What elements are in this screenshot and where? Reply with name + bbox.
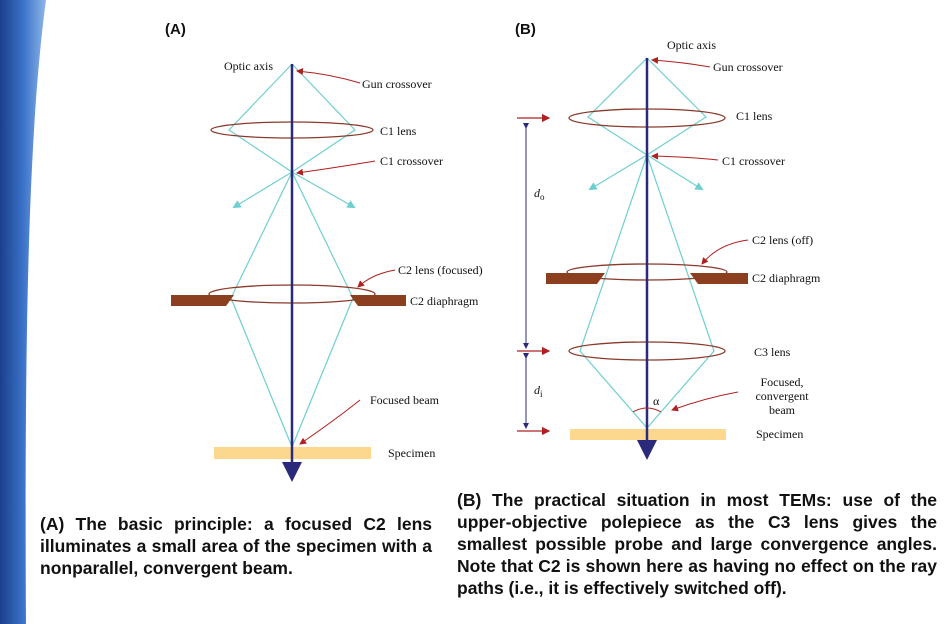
ray-a-diverge-right — [291, 171, 356, 209]
c2-diaphragm-b-left — [546, 273, 605, 284]
c2-diaphragm-b-right — [690, 273, 748, 284]
panel-b-label: (B) — [515, 21, 536, 38]
caption-b: (B) The practical situation in most TEMs… — [457, 490, 937, 598]
c1-crossover-label-a: C1 crossover — [380, 154, 443, 168]
pointer-c1-crossover-b — [651, 152, 719, 161]
beam-label-line3: beam — [769, 403, 796, 417]
optic-axis-label-b: Optic axis — [667, 38, 716, 52]
c2-lens-label-a: C2 lens (focused) — [398, 263, 483, 277]
c1-crossover-label-b: C1 crossover — [722, 154, 785, 168]
c2-diaphragm-label-b: C2 diaphragm — [752, 271, 821, 285]
pointer-convergent-beam-b — [671, 391, 739, 412]
ray-a-diverge-left — [232, 171, 293, 209]
d-i-label: di — [534, 383, 543, 399]
pointer-c1-crossover-a — [296, 160, 376, 176]
ray-a-lower-left — [230, 171, 293, 448]
c2-diaphragm-a-left — [171, 295, 234, 306]
beam-label-line2: convergent — [755, 389, 809, 403]
c3-lens-label-b: C3 lens — [754, 345, 791, 359]
panel-a-label: (A) — [165, 21, 186, 38]
pointer-c2-lens-a — [357, 269, 396, 288]
pointer-c2-lens-b — [701, 239, 749, 265]
c2-diaphragm-a-right — [350, 295, 406, 306]
sidebar-decoration — [0, 0, 46, 624]
beam-label-line1: Focused, — [761, 375, 804, 389]
specimen-label-b: Specimen — [756, 427, 803, 441]
ray-a-lower-right — [291, 171, 354, 448]
diagram-b: Optic axis Gun crossover C1 lens C1 cros… — [517, 38, 821, 460]
ray-b-diverge-right — [646, 154, 704, 191]
ray-b-lower-right — [646, 154, 715, 429]
pointer-gun-crossover-a — [296, 68, 361, 84]
ray-a-upper-left — [228, 63, 293, 173]
gun-crossover-label-b: Gun crossover — [713, 60, 783, 74]
ray-b-upper-right — [646, 57, 707, 156]
specimen-label-a: Specimen — [388, 446, 435, 460]
ray-a-upper-right — [291, 63, 356, 173]
caption-a: (A) The basic principle: a focused C2 le… — [40, 514, 432, 578]
alpha-label: α — [653, 394, 660, 408]
d-o-label: do — [534, 186, 545, 202]
c1-lens-label-b: C1 lens — [736, 109, 773, 123]
alpha-arc — [632, 407, 662, 413]
optic-axis-label-a: Optic axis — [224, 59, 273, 73]
ray-b-upper-left — [587, 57, 648, 156]
pointer-focused-beam-a — [299, 399, 361, 445]
diagram-a: Optic axis Gun crossover C1 lens C1 cros… — [171, 59, 483, 482]
focused-beam-label-a: Focused beam — [370, 393, 440, 407]
gun-crossover-label-a: Gun crossover — [362, 77, 432, 91]
ray-b-lower-left — [579, 154, 648, 429]
c1-lens-label-a: C1 lens — [380, 124, 417, 138]
pointer-gun-crossover-b — [651, 56, 711, 68]
c2-lens-label-b: C2 lens (off) — [752, 233, 813, 247]
ray-b-diverge-left — [588, 154, 648, 191]
c2-diaphragm-label-a: C2 diaphragm — [410, 294, 479, 308]
